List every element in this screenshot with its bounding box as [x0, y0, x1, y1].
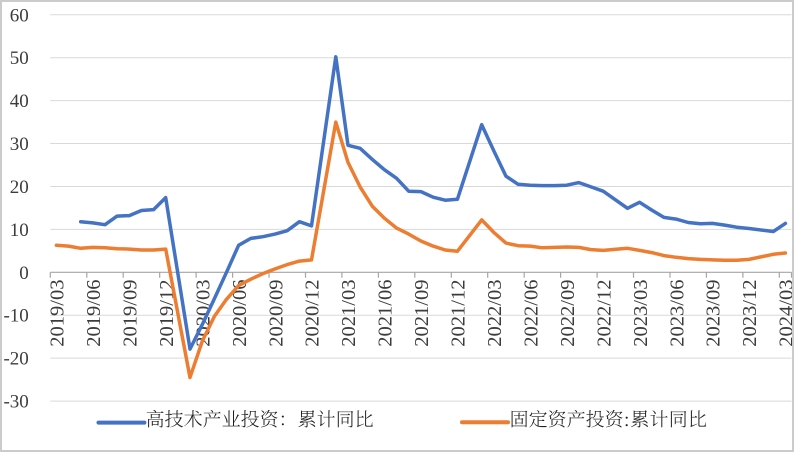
svg-text:2019/06: 2019/06 [83, 280, 105, 347]
svg-text:2022/03: 2022/03 [484, 280, 506, 347]
svg-text:2023/12: 2023/12 [739, 280, 761, 347]
svg-text:2020/12: 2020/12 [302, 280, 324, 347]
svg-text:2021/12: 2021/12 [448, 280, 470, 347]
svg-text:-10: -10 [3, 306, 28, 327]
svg-text:10: 10 [10, 220, 29, 241]
svg-text:40: 40 [10, 91, 29, 112]
svg-text:0: 0 [19, 263, 29, 284]
svg-text:2019/09: 2019/09 [120, 280, 142, 347]
svg-text:2021/06: 2021/06 [375, 280, 397, 347]
svg-text:2021/09: 2021/09 [411, 280, 433, 347]
svg-text:-30: -30 [3, 392, 28, 413]
svg-text:2023/09: 2023/09 [703, 280, 725, 347]
svg-text:30: 30 [10, 134, 29, 155]
svg-text:2020/06: 2020/06 [229, 280, 251, 347]
svg-text:20: 20 [10, 177, 29, 198]
svg-text:2020/09: 2020/09 [265, 280, 287, 347]
svg-text:2019/12: 2019/12 [156, 280, 178, 347]
svg-text:2022/12: 2022/12 [593, 280, 615, 347]
svg-text:-20: -20 [3, 349, 28, 370]
svg-text:2023/03: 2023/03 [630, 280, 652, 347]
svg-text:2021/03: 2021/03 [338, 280, 360, 347]
svg-text:2023/06: 2023/06 [666, 280, 688, 347]
svg-text:2019/03: 2019/03 [47, 280, 69, 347]
svg-text:50: 50 [10, 48, 29, 69]
svg-text:60: 60 [10, 5, 29, 26]
svg-text:2024/03: 2024/03 [776, 280, 794, 347]
svg-text:2022/09: 2022/09 [557, 280, 579, 347]
svg-text:2022/06: 2022/06 [521, 280, 543, 347]
